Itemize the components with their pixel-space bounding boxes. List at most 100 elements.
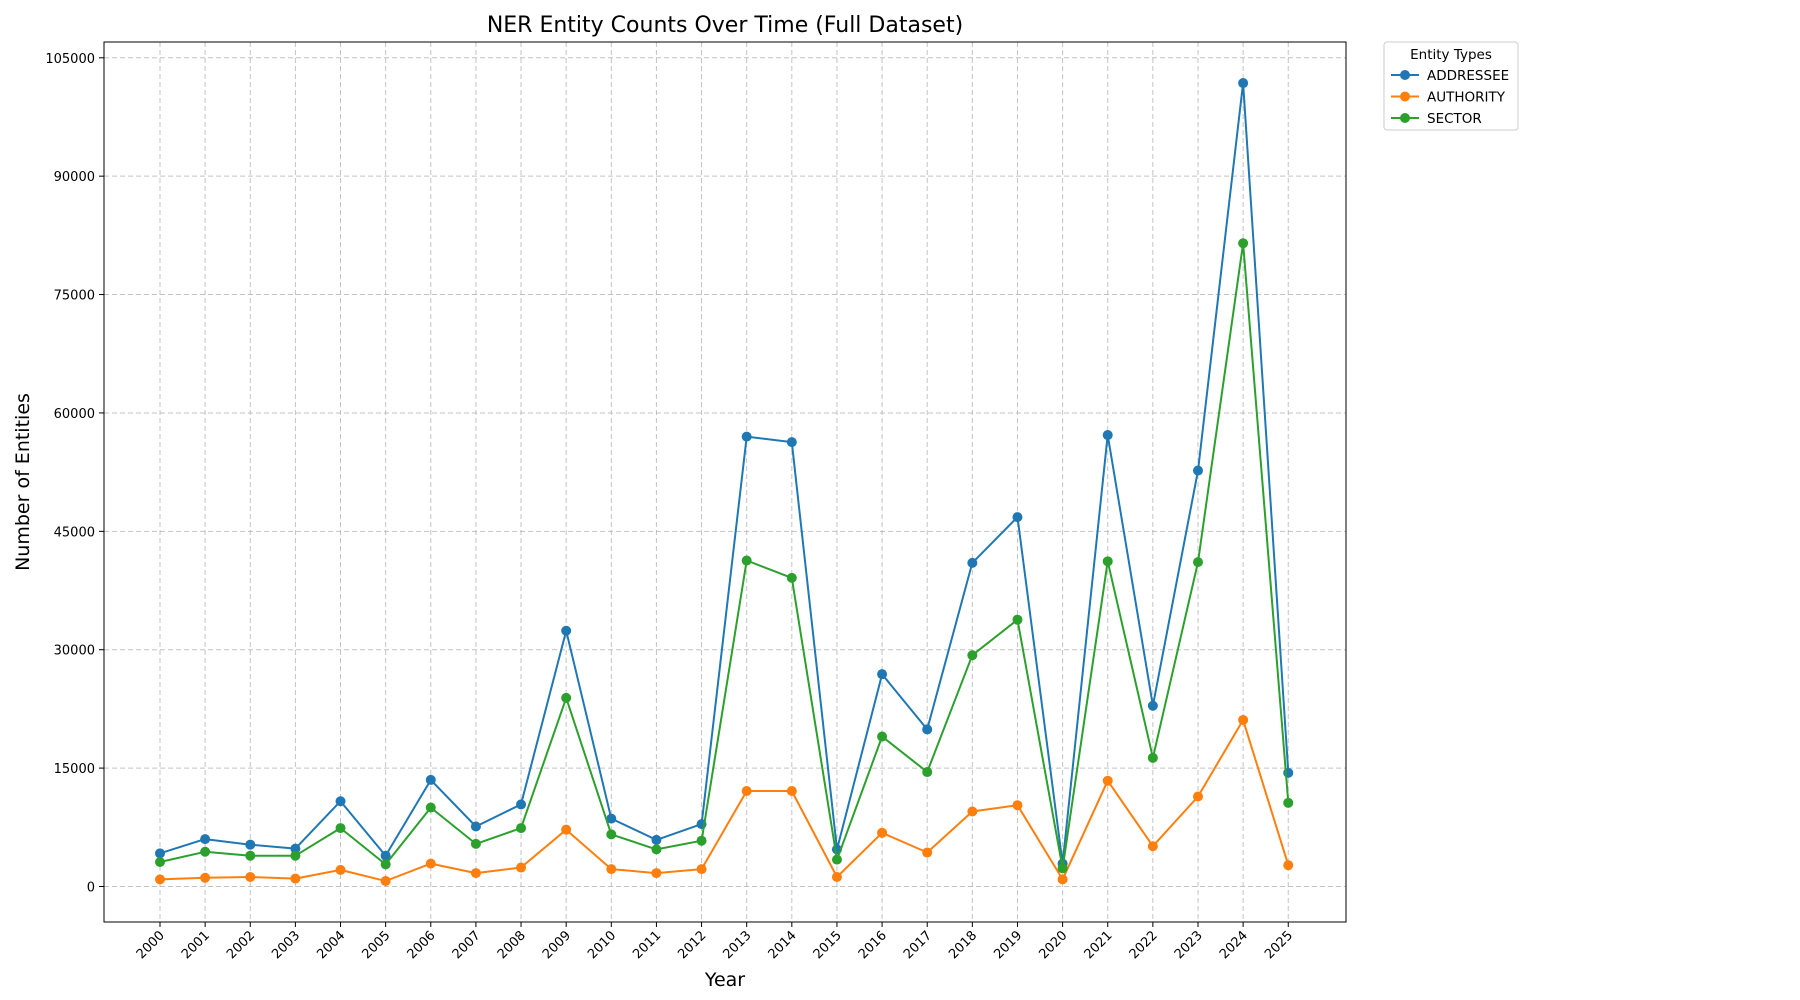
data-point-addressee: [651, 834, 662, 845]
data-point-sector: [831, 854, 842, 865]
data-point-sector: [1057, 863, 1068, 874]
data-point-sector: [922, 767, 933, 778]
data-point-sector: [1102, 556, 1113, 567]
data-point-authority: [516, 862, 527, 873]
series-sector: [155, 238, 1294, 874]
data-point-authority: [922, 847, 933, 858]
series-layer: [155, 78, 1294, 886]
data-point-addressee: [877, 669, 888, 680]
data-point-sector: [786, 572, 797, 583]
x-axis-title: Year: [704, 969, 745, 991]
y-tick-label: 15000: [54, 762, 95, 777]
series-authority: [155, 714, 1294, 886]
data-point-addressee: [155, 848, 165, 859]
data-point-sector: [200, 846, 211, 857]
data-point-sector: [1192, 557, 1203, 568]
data-point-sector: [516, 823, 527, 834]
data-point-authority: [696, 864, 707, 875]
data-point-authority: [335, 864, 346, 875]
y-axis-title: Number of Entities: [12, 393, 34, 571]
data-point-authority: [245, 872, 256, 883]
data-point-addressee: [1147, 700, 1158, 711]
legend-swatch-marker: [1400, 113, 1410, 123]
legend-title: Entity Types: [1410, 47, 1492, 63]
data-point-authority: [470, 868, 481, 879]
data-point-authority: [786, 785, 797, 796]
data-point-authority: [1102, 775, 1113, 786]
data-point-sector: [425, 802, 436, 813]
data-point-authority: [200, 872, 211, 883]
data-point-sector: [606, 829, 617, 840]
data-point-sector: [335, 823, 346, 834]
legend-item-addressee: ADDRESSEE: [1391, 68, 1509, 84]
data-point-authority: [425, 858, 436, 869]
y-tick-label: 0: [87, 880, 95, 895]
data-point-authority: [1283, 860, 1294, 871]
data-point-sector: [470, 838, 481, 849]
y-tick-label: 105000: [45, 52, 95, 67]
data-point-addressee: [290, 843, 301, 854]
data-point-addressee: [1012, 512, 1023, 523]
data-point-sector: [967, 650, 978, 661]
data-point-addressee: [922, 724, 933, 735]
data-point-sector: [290, 850, 301, 861]
y-tick-label: 60000: [54, 407, 95, 422]
legend-swatch-marker: [1400, 70, 1410, 80]
data-point-addressee: [1192, 465, 1203, 476]
legend-swatch-marker: [1400, 91, 1410, 102]
y-tick-label: 75000: [54, 289, 95, 304]
data-point-authority: [741, 785, 752, 796]
y-tick-label: 45000: [54, 525, 95, 540]
data-point-sector: [155, 857, 165, 868]
legend: Entity Types ADDRESSEE AUTHORITY SECTOR: [1383, 41, 1519, 131]
data-point-addressee: [470, 821, 481, 832]
data-point-authority: [606, 864, 617, 875]
data-point-authority: [831, 872, 842, 883]
data-point-addressee: [1238, 78, 1249, 89]
data-point-sector: [877, 731, 888, 742]
data-point-sector: [1238, 238, 1249, 249]
legend-label: AUTHORITY: [1427, 90, 1506, 106]
y-tick-label: 90000: [54, 170, 95, 185]
data-point-addressee: [561, 625, 572, 636]
legend-item-sector: SECTOR: [1391, 111, 1482, 127]
series-line-sector: [159, 242, 1290, 870]
data-point-addressee: [786, 437, 797, 448]
y-tick-label: 30000: [54, 644, 95, 659]
chart-title: NER Entity Counts Over Time (Full Datase…: [487, 13, 963, 38]
data-point-authority: [290, 873, 301, 884]
legend-label: ADDRESSEE: [1427, 68, 1509, 84]
data-point-addressee: [425, 774, 436, 785]
data-point-sector: [380, 859, 391, 870]
data-point-authority: [1012, 800, 1023, 811]
data-point-authority: [1147, 841, 1158, 852]
data-point-authority: [651, 868, 662, 879]
data-point-authority: [1057, 874, 1068, 885]
data-point-sector: [741, 555, 752, 566]
legend-box: [1383, 41, 1519, 131]
data-point-sector: [245, 850, 256, 861]
legend-label: SECTOR: [1427, 111, 1482, 127]
data-point-sector: [561, 692, 572, 703]
data-point-sector: [1012, 614, 1023, 625]
data-point-authority: [877, 827, 888, 838]
data-point-sector: [696, 835, 707, 846]
data-point-addressee: [606, 813, 617, 824]
data-point-sector: [1283, 797, 1294, 808]
grid: [104, 42, 1346, 922]
legend-item-authority: AUTHORITY: [1391, 90, 1506, 106]
data-point-addressee: [1102, 430, 1113, 441]
data-point-authority: [967, 806, 978, 817]
data-point-authority: [561, 824, 572, 835]
legend-items: ADDRESSEE AUTHORITY SECTOR: [1391, 68, 1509, 127]
data-point-sector: [1147, 752, 1158, 763]
series-line-authority: [159, 719, 1290, 882]
data-point-addressee: [245, 839, 256, 850]
plot-frame: [103, 41, 1347, 923]
series-addressee: [155, 78, 1294, 869]
data-point-authority: [155, 874, 165, 885]
series-line-addressee: [159, 82, 1290, 865]
data-point-addressee: [741, 431, 752, 442]
